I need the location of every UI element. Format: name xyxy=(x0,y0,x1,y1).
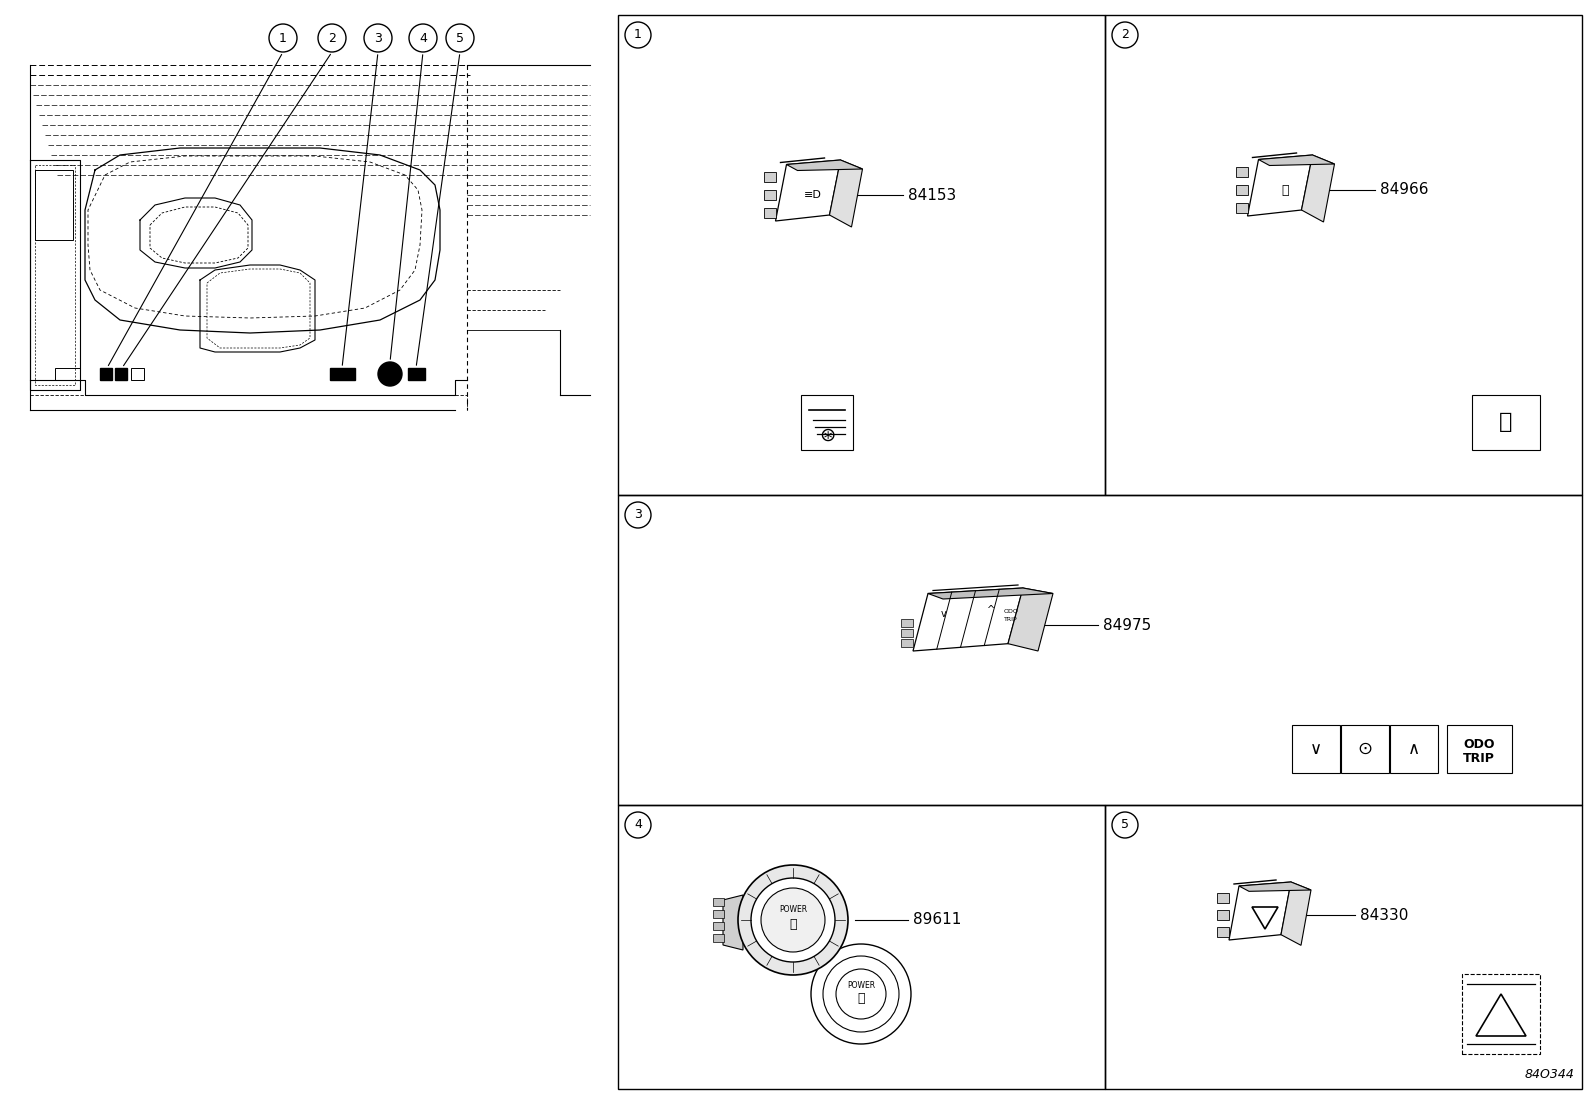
Polygon shape xyxy=(713,922,724,930)
Bar xyxy=(618,495,1582,804)
Bar xyxy=(1293,725,1340,773)
Polygon shape xyxy=(1229,882,1291,940)
Bar xyxy=(56,368,80,380)
Polygon shape xyxy=(786,160,863,170)
Polygon shape xyxy=(713,934,724,942)
Polygon shape xyxy=(928,588,1052,599)
Text: 🚘: 🚘 xyxy=(1282,184,1290,197)
Text: POWER: POWER xyxy=(847,981,876,990)
Polygon shape xyxy=(115,368,127,380)
Polygon shape xyxy=(1008,588,1052,651)
Text: 2: 2 xyxy=(328,32,336,44)
Text: TRIP: TRIP xyxy=(1005,618,1017,622)
Polygon shape xyxy=(1216,910,1229,920)
Text: 1: 1 xyxy=(279,32,287,44)
Text: 4: 4 xyxy=(419,32,427,44)
Text: ODO: ODO xyxy=(1003,609,1019,614)
Polygon shape xyxy=(764,208,775,218)
Text: POWER: POWER xyxy=(778,906,807,914)
Text: 84330: 84330 xyxy=(1360,908,1409,922)
Polygon shape xyxy=(1259,155,1334,166)
Text: v: v xyxy=(941,609,947,619)
Bar xyxy=(1105,804,1582,1089)
Polygon shape xyxy=(1235,185,1248,195)
Text: ∧: ∧ xyxy=(1407,740,1420,758)
Bar xyxy=(35,170,73,240)
Text: 3: 3 xyxy=(634,509,642,522)
Text: 5: 5 xyxy=(1121,819,1129,832)
Polygon shape xyxy=(775,160,841,221)
Polygon shape xyxy=(901,639,912,647)
Text: ⊛: ⊛ xyxy=(818,425,836,444)
Polygon shape xyxy=(1282,882,1310,945)
Bar xyxy=(618,15,1105,495)
Bar xyxy=(801,395,853,449)
Text: ⏻: ⏻ xyxy=(790,919,796,932)
Bar xyxy=(1340,725,1388,773)
Text: 84153: 84153 xyxy=(907,188,957,202)
Polygon shape xyxy=(330,368,355,380)
Text: 84975: 84975 xyxy=(1103,618,1151,633)
Polygon shape xyxy=(408,368,425,380)
Bar xyxy=(1473,395,1539,449)
Polygon shape xyxy=(764,190,775,200)
Circle shape xyxy=(761,888,825,952)
Text: ⊙: ⊙ xyxy=(1358,740,1372,758)
Text: 🚗: 🚗 xyxy=(1500,412,1512,432)
Text: 84966: 84966 xyxy=(1380,182,1428,198)
Polygon shape xyxy=(1216,893,1229,903)
Text: ODO: ODO xyxy=(1463,739,1495,752)
Text: ^: ^ xyxy=(987,606,995,615)
Bar xyxy=(1461,974,1539,1054)
Polygon shape xyxy=(901,629,912,637)
Text: 3: 3 xyxy=(374,32,382,44)
Text: 4: 4 xyxy=(634,819,642,832)
Text: 5: 5 xyxy=(455,32,463,44)
Text: 1: 1 xyxy=(634,29,642,42)
Text: ∨: ∨ xyxy=(1310,740,1321,758)
Bar xyxy=(131,368,143,380)
Polygon shape xyxy=(1248,155,1312,217)
Polygon shape xyxy=(764,173,775,182)
Polygon shape xyxy=(1239,882,1310,891)
Circle shape xyxy=(751,878,834,962)
Polygon shape xyxy=(713,898,724,906)
Polygon shape xyxy=(912,588,1024,651)
Polygon shape xyxy=(1235,203,1248,213)
Polygon shape xyxy=(1216,926,1229,937)
Polygon shape xyxy=(100,368,111,380)
Polygon shape xyxy=(1235,167,1248,177)
Polygon shape xyxy=(901,619,912,628)
Text: TRIP: TRIP xyxy=(1463,752,1495,765)
Text: 84O344: 84O344 xyxy=(1524,1068,1574,1081)
Polygon shape xyxy=(1302,155,1334,222)
Bar xyxy=(1105,15,1582,495)
Circle shape xyxy=(377,362,403,386)
Polygon shape xyxy=(723,895,743,950)
Bar xyxy=(1447,725,1512,773)
Bar xyxy=(618,804,1105,1089)
Text: ≡D: ≡D xyxy=(804,190,821,200)
Polygon shape xyxy=(713,910,724,918)
Text: ⏻: ⏻ xyxy=(856,992,864,1006)
Text: 2: 2 xyxy=(1121,29,1129,42)
Text: 89611: 89611 xyxy=(912,912,962,928)
Polygon shape xyxy=(829,160,863,227)
Circle shape xyxy=(739,865,849,975)
Bar xyxy=(1390,725,1438,773)
